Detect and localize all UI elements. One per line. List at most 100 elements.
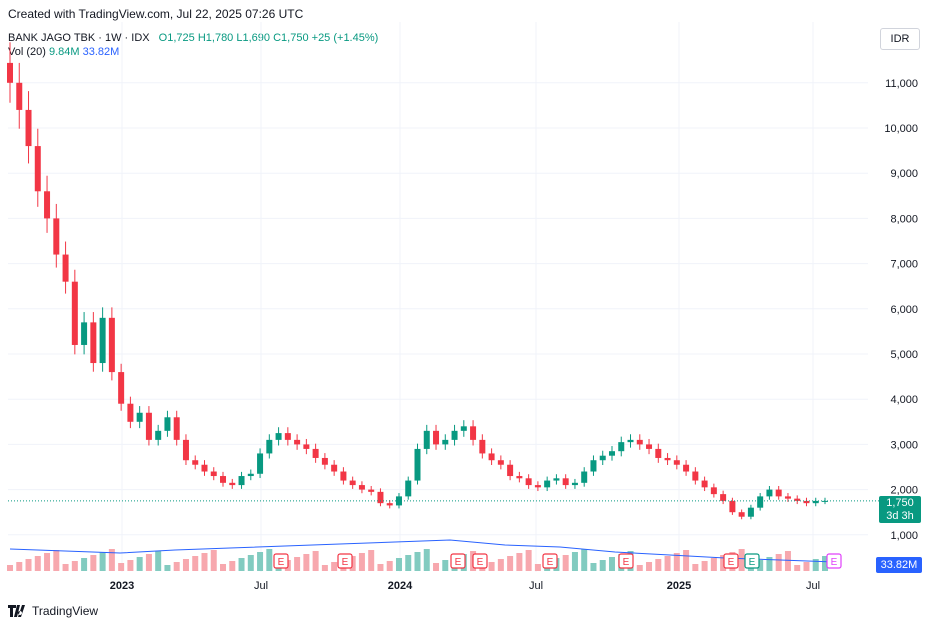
- earnings-marker-label: E: [749, 557, 756, 568]
- candle-body: [90, 322, 97, 364]
- volume-bar: [238, 558, 245, 571]
- candle-body: [331, 464, 338, 472]
- volume-bar: [182, 559, 189, 571]
- symbol-title[interactable]: BANK JAGO TBK · 1W · IDX: [8, 32, 150, 44]
- volume-bar: [766, 557, 773, 571]
- candle-body: [562, 478, 569, 486]
- volume-bar: [775, 554, 782, 571]
- volume-bar: [433, 563, 440, 571]
- volume-bar: [562, 555, 569, 571]
- candle-body: [507, 464, 514, 477]
- volume-bar: [312, 551, 319, 571]
- volume-bar: [44, 553, 51, 571]
- candle-body: [405, 480, 412, 497]
- volume-bar: [794, 565, 801, 571]
- open-value: O1,725: [158, 32, 195, 44]
- candle-body: [321, 457, 328, 465]
- volume-bar: [99, 552, 106, 571]
- tradingview-footer[interactable]: TradingView: [8, 604, 98, 618]
- volume-bar: [118, 563, 125, 571]
- candle-body: [701, 480, 708, 488]
- candle-body: [275, 433, 282, 440]
- candle-body: [534, 485, 541, 488]
- candle-body: [182, 439, 189, 461]
- volume-bar: [683, 550, 690, 571]
- earnings-marker: [450, 553, 466, 569]
- candle-body: [608, 451, 615, 456]
- y-tick-label: 8,000: [890, 213, 918, 225]
- candle-body: [247, 473, 254, 477]
- candle-body: [590, 460, 597, 472]
- volume-bar: [294, 557, 301, 571]
- volume-bar: [395, 558, 402, 571]
- candle-body: [571, 482, 578, 486]
- volume-bar: [136, 557, 143, 571]
- volume-bar: [516, 553, 523, 571]
- volume-bar: [646, 562, 653, 571]
- candle-body: [257, 453, 264, 474]
- volume-bar: [590, 563, 597, 571]
- volume-bar: [497, 559, 504, 571]
- candle-body: [81, 322, 88, 345]
- volume-label[interactable]: Vol (20): [8, 46, 46, 58]
- volume-bar: [155, 551, 162, 571]
- volume-bar: [720, 555, 727, 571]
- volume-bar: [571, 552, 578, 571]
- candle-body: [673, 460, 680, 465]
- y-tick-label: 9,000: [890, 168, 918, 180]
- candle-body: [136, 412, 143, 422]
- earnings-marker: [723, 553, 739, 569]
- candle-body: [386, 503, 393, 506]
- candle-body: [16, 82, 23, 110]
- candle-body: [479, 439, 486, 454]
- candle-body: [664, 457, 671, 461]
- chart-legend: BANK JAGO TBK · 1W · IDX O1,725 H1,780 L…: [8, 31, 378, 59]
- candle-body: [229, 482, 236, 486]
- y-tick-label: 1,000: [890, 530, 918, 542]
- volume-bar: [62, 564, 69, 571]
- created-with-text: Created with TradingView.com, Jul 22, 20…: [8, 7, 304, 21]
- candle-body: [303, 444, 310, 449]
- candle-body: [368, 489, 375, 492]
- candle-body: [460, 426, 467, 431]
- bar-countdown: 3d 3h: [886, 510, 914, 522]
- candle-body: [164, 417, 171, 431]
- candle-body: [71, 281, 78, 345]
- candle-body: [25, 109, 32, 147]
- earnings-marker-label: E: [831, 557, 838, 568]
- low-value: L1,690: [236, 32, 271, 44]
- y-tick-label: 6,000: [890, 304, 918, 316]
- currency-button[interactable]: IDR: [880, 28, 920, 50]
- earnings-marker: [744, 553, 760, 569]
- y-tick-label: 5,000: [890, 349, 918, 361]
- volume-bar: [108, 549, 115, 571]
- candle-body: [766, 489, 773, 497]
- volume-bar: [636, 565, 643, 571]
- earnings-marker: [472, 553, 488, 569]
- candle-body: [414, 448, 421, 481]
- earnings-marker-label: E: [477, 557, 484, 568]
- candle-body: [99, 317, 106, 364]
- volume-bar: [738, 549, 745, 571]
- candle-body: [340, 471, 347, 481]
- last-price-tag: 1,750 3d 3h: [879, 496, 921, 523]
- candle-body: [636, 439, 643, 445]
- volume-bar: [90, 555, 97, 571]
- candle-body: [470, 426, 477, 440]
- y-tick-label: 3,000: [890, 439, 918, 451]
- candle-body: [784, 496, 791, 499]
- candle-body: [646, 444, 653, 449]
- candle-body: [525, 478, 532, 486]
- earnings-marker-label: E: [547, 557, 554, 568]
- candle-body: [294, 439, 301, 445]
- candle-body: [618, 442, 625, 452]
- y-tick-label: 11,000: [885, 78, 918, 90]
- volume-ma-line: [9, 539, 836, 563]
- candle-body: [553, 478, 560, 481]
- volume-bar: [349, 556, 356, 571]
- volume-bar: [442, 560, 449, 571]
- candle-body: [497, 460, 504, 465]
- volume-bar: [81, 558, 88, 571]
- volume-bar: [71, 561, 78, 571]
